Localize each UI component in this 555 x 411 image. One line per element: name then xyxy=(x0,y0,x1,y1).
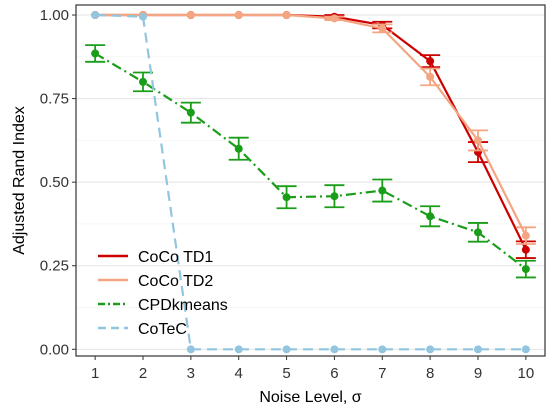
legend-item: CoCo TD2 xyxy=(98,273,213,290)
x-tick-label: 5 xyxy=(282,365,290,382)
series-cpdkmeans xyxy=(85,44,536,279)
data-point xyxy=(378,186,387,195)
y-tick-label: 0.75 xyxy=(40,91,69,108)
data-point xyxy=(234,345,243,354)
plot-border xyxy=(75,4,546,357)
legend-label: CoTeC xyxy=(138,321,187,338)
data-point xyxy=(521,265,530,274)
data-point xyxy=(330,14,339,23)
data-point xyxy=(234,144,243,153)
series-layer xyxy=(85,11,536,354)
y-axis: 0.00 0.25 0.50 0.75 1.00 xyxy=(40,7,76,358)
data-point xyxy=(139,77,147,86)
series-line xyxy=(95,13,526,351)
x-tick-label: 7 xyxy=(378,365,386,382)
data-point xyxy=(426,345,435,354)
x-tick-label: 8 xyxy=(426,365,434,382)
y-tick-label: 1.00 xyxy=(40,7,69,24)
data-point xyxy=(234,11,243,20)
series-cotec xyxy=(91,11,530,354)
legend-label: CoCo TD2 xyxy=(138,273,213,290)
data-point xyxy=(91,11,100,20)
series-coco-td2 xyxy=(91,11,536,245)
y-tick-label: 0.00 xyxy=(40,341,69,358)
data-point xyxy=(378,345,387,354)
data-point xyxy=(426,57,435,66)
data-point xyxy=(186,345,195,354)
data-point xyxy=(521,245,530,254)
data-point xyxy=(474,228,482,237)
legend-item: CPDkmeans xyxy=(98,297,228,314)
data-point xyxy=(186,11,195,20)
x-tick-label: 10 xyxy=(518,365,535,382)
x-tick-label: 3 xyxy=(187,365,195,382)
data-point xyxy=(330,192,339,201)
data-point xyxy=(474,136,482,145)
legend-label: CoCo TD1 xyxy=(138,249,213,266)
data-point xyxy=(474,345,482,354)
x-tick-label: 2 xyxy=(139,365,147,382)
data-point xyxy=(186,108,195,117)
x-axis: 1 2 3 4 5 6 7 8 9 10 xyxy=(91,356,534,382)
data-point xyxy=(426,212,435,221)
x-tick-label: 9 xyxy=(474,365,482,382)
legend-item: CoTeC xyxy=(98,321,187,338)
x-tick-label: 4 xyxy=(235,365,243,382)
x-axis-title: Noise Level, σ xyxy=(259,389,361,406)
data-point xyxy=(282,11,291,20)
legend: CoCo TD1 CoCo TD2 CPDkmeans CoTeC xyxy=(98,249,228,338)
data-point xyxy=(378,24,387,33)
plot-panel xyxy=(76,5,545,356)
series-line xyxy=(95,13,527,237)
data-point xyxy=(330,345,339,354)
data-point xyxy=(282,345,291,354)
legend-item: CoCo TD1 xyxy=(98,249,213,266)
legend-label: CPDkmeans xyxy=(138,297,228,314)
data-point xyxy=(91,49,100,58)
data-point xyxy=(521,231,530,240)
data-point xyxy=(521,345,530,354)
data-point xyxy=(282,193,291,202)
x-tick-label: 1 xyxy=(91,365,99,382)
y-axis-title: Adjusted Rand Index xyxy=(11,106,28,255)
data-point xyxy=(426,72,435,81)
data-point xyxy=(139,12,147,21)
y-tick-label: 0.25 xyxy=(40,258,69,275)
series-line xyxy=(94,52,527,270)
x-tick-label: 6 xyxy=(330,365,338,382)
y-tick-label: 0.50 xyxy=(40,174,69,191)
